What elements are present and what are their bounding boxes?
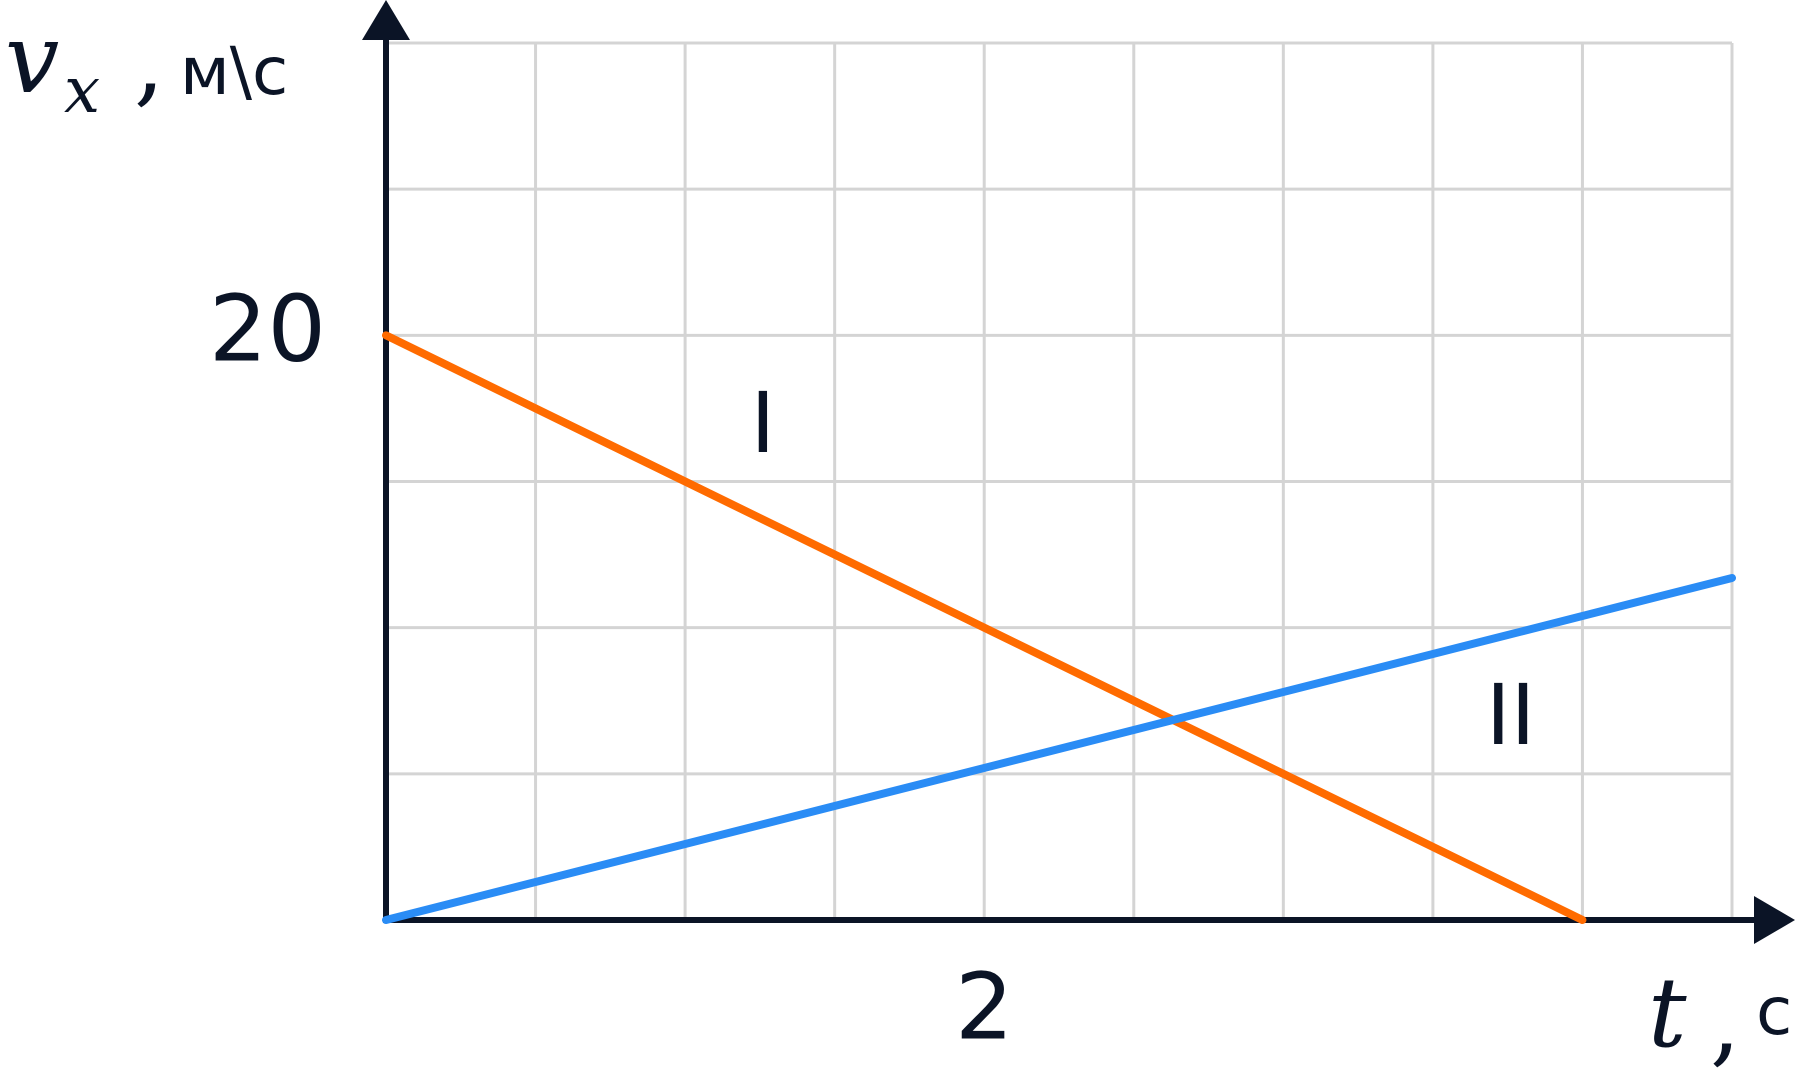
x-axis-variable: t: [1648, 957, 1687, 1069]
y-axis-variable: v: [5, 3, 59, 115]
x-axis-unit: с: [1756, 973, 1792, 1050]
series-line-2: [382, 573, 1736, 924]
x-axis-arrow-icon: [1754, 896, 1795, 944]
grid-layer: [386, 41, 1734, 920]
series-line-1: [382, 331, 1587, 924]
y-axis-separator: ,: [134, 5, 165, 117]
series-label-i: I: [750, 374, 775, 472]
y-axis-label: v x , м\с: [5, 3, 288, 128]
x-axis-separator: ,: [1710, 965, 1741, 1077]
series-layer: [382, 331, 1736, 924]
y-axis-unit: м\с: [180, 33, 288, 110]
y-axis-subscript: x: [64, 54, 100, 128]
y-tick-label-20: 20: [209, 276, 326, 383]
x-tick-label-2: 2: [955, 953, 1014, 1060]
series-label-ii: II: [1486, 666, 1536, 764]
y-axis-arrow-icon: [362, 0, 410, 40]
x-axis-label: t , с: [1648, 957, 1792, 1077]
